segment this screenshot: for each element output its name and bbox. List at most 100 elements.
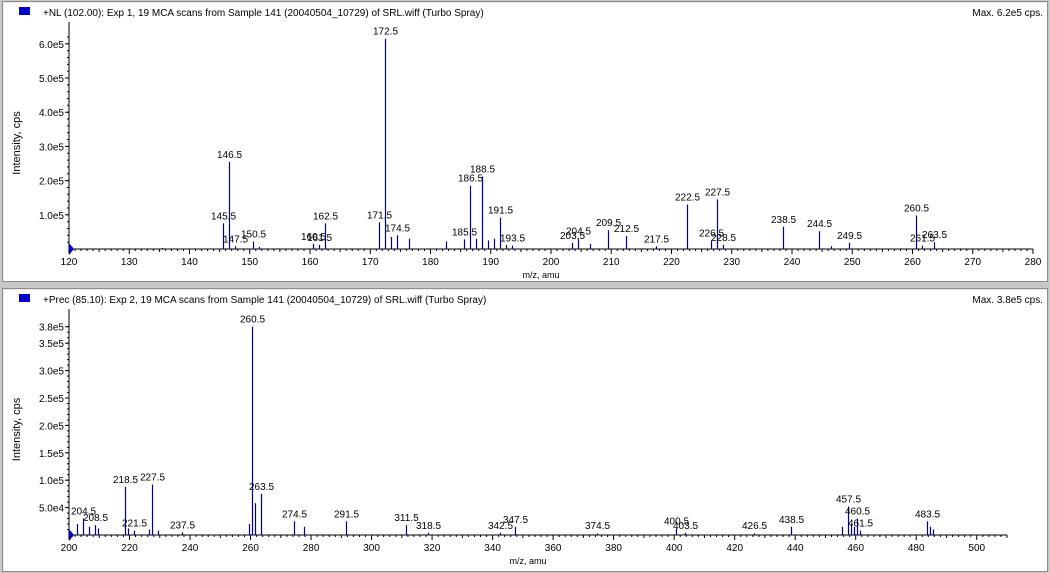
peak-label: 212.5: [614, 224, 639, 235]
series-marker-icon: [19, 294, 30, 302]
origin-marker-icon: [69, 529, 74, 541]
peak-label: 460.5: [845, 507, 870, 518]
x-tick-label: 240: [784, 257, 801, 268]
y-tick-label: 1.0e5: [39, 476, 64, 487]
peak-label: 244.5: [807, 219, 832, 230]
y-tick-label: 3.0e5: [39, 367, 64, 378]
x-tick-label: 250: [844, 257, 861, 268]
series-marker-icon: [19, 7, 30, 15]
peak-label: 161.5: [307, 233, 332, 244]
y-tick-label: 4.0e5: [39, 108, 64, 119]
x-tick-label: 140: [181, 257, 198, 268]
x-tick-label: 300: [363, 543, 380, 554]
peak-label: 193.5: [500, 234, 525, 245]
x-tick-label: 480: [908, 543, 925, 554]
peak-label: 162.5: [313, 211, 338, 222]
x-tick-label: 210: [603, 257, 620, 268]
peak-label: 263.5: [249, 482, 274, 493]
x-tick-label: 320: [424, 543, 441, 554]
peak-label: 171.5: [367, 210, 392, 221]
chart-header: +NL (102.00): Exp 1, 19 MCA scans from S…: [43, 8, 484, 19]
x-axis-title: m/z, amu: [509, 556, 546, 566]
spectrum-panel-nl: +NL (102.00): Exp 1, 19 MCA scans from S…: [2, 1, 1048, 282]
peak-label: 342.5: [488, 521, 513, 532]
x-tick-label: 280: [1025, 257, 1042, 268]
peak-label: 209.5: [596, 218, 621, 229]
y-tick-label: 2.5e5: [39, 394, 64, 405]
x-tick-label: 170: [362, 257, 379, 268]
peak-label: 228.5: [711, 233, 736, 244]
peak-label: 186.5: [458, 174, 483, 185]
x-tick-label: 380: [605, 543, 622, 554]
x-tick-label: 400: [666, 543, 683, 554]
y-tick-label: 2.0e5: [39, 421, 64, 432]
y-tick-label: 3.0e5: [39, 142, 64, 153]
max-intensity-label: Max. 3.8e5 cps.: [972, 295, 1043, 306]
peak-label: 403.5: [673, 521, 698, 532]
spectrum-chart-prec: +Prec (85.10): Exp 2, 19 MCA scans from …: [11, 294, 1043, 566]
x-tick-label: 230: [723, 257, 740, 268]
x-tick-label: 200: [61, 543, 78, 554]
x-tick-label: 130: [121, 257, 138, 268]
y-tick-label: 3.8e5: [39, 323, 64, 334]
max-intensity-label: Max. 6.2e5 cps.: [972, 8, 1043, 19]
peak-label: 249.5: [837, 231, 862, 242]
x-tick-label: 180: [422, 257, 439, 268]
y-tick-label: 1.5e5: [39, 449, 64, 460]
peak-label: 461.5: [848, 519, 873, 530]
chart-header: +Prec (85.10): Exp 2, 19 MCA scans from …: [43, 295, 486, 306]
y-tick-label: 6.0e5: [39, 40, 64, 51]
x-tick-label: 340: [484, 543, 501, 554]
peak-label: 238.5: [771, 215, 796, 226]
peak-label: 260.5: [240, 315, 265, 326]
x-tick-label: 120: [61, 257, 78, 268]
origin-marker-icon: [69, 243, 74, 255]
peak-label: 147.5: [223, 234, 248, 245]
y-tick-label: 5.0e5: [39, 74, 64, 85]
x-tick-label: 460: [847, 543, 864, 554]
peak-label: 145.5: [211, 211, 236, 222]
x-tick-label: 360: [545, 543, 562, 554]
y-tick-label: 5.0e4: [39, 504, 64, 515]
spectrum-chart-nl: +NL (102.00): Exp 1, 19 MCA scans from S…: [11, 7, 1043, 280]
peak-label: 208.5: [83, 513, 108, 524]
peak-label: 191.5: [488, 206, 513, 217]
peak-label: 227.5: [140, 473, 165, 484]
peak-label: 226.5: [699, 228, 724, 239]
x-tick-label: 440: [787, 543, 804, 554]
x-tick-label: 270: [964, 257, 981, 268]
peak-label: 146.5: [217, 150, 242, 161]
x-tick-label: 240: [182, 543, 199, 554]
peak-label: 227.5: [705, 187, 730, 198]
peak-label: 260.5: [904, 203, 929, 214]
peak-label: 174.5: [385, 223, 410, 234]
y-axis-title: Intensity, cps: [11, 397, 23, 461]
peak-label: 160.5: [301, 232, 326, 243]
y-axis-title: Intensity, cps: [11, 111, 23, 175]
peak-label: 274.5: [282, 509, 307, 520]
x-tick-label: 420: [726, 543, 743, 554]
y-tick-label: 2.0e5: [39, 177, 64, 188]
spectrum-panel-prec: +Prec (85.10): Exp 2, 19 MCA scans from …: [2, 288, 1048, 572]
x-axis-title: m/z, amu: [522, 270, 559, 280]
peak-label: 400.5: [664, 516, 689, 527]
y-tick-label: 1.0e5: [39, 211, 64, 222]
x-tick-label: 200: [543, 257, 560, 268]
peak-label: 204.5: [566, 227, 591, 238]
peak-label: 172.5: [373, 27, 398, 38]
y-tick-label: 3.5e5: [39, 339, 64, 350]
peak-label: 150.5: [241, 229, 266, 240]
peak-label: 217.5: [644, 234, 669, 245]
peak-label: 203.5: [560, 231, 585, 242]
peak-label: 347.5: [503, 515, 528, 526]
x-tick-label: 280: [303, 543, 320, 554]
peak-label: 221.5: [122, 519, 147, 530]
peak-label: 237.5: [170, 520, 195, 531]
x-tick-label: 160: [302, 257, 319, 268]
peak-label: 483.5: [915, 509, 940, 520]
x-tick-label: 190: [482, 257, 499, 268]
x-tick-label: 150: [241, 257, 258, 268]
peak-label: 311.5: [394, 513, 419, 524]
peak-label: 222.5: [675, 193, 700, 204]
peak-label: 204.5: [71, 507, 96, 518]
